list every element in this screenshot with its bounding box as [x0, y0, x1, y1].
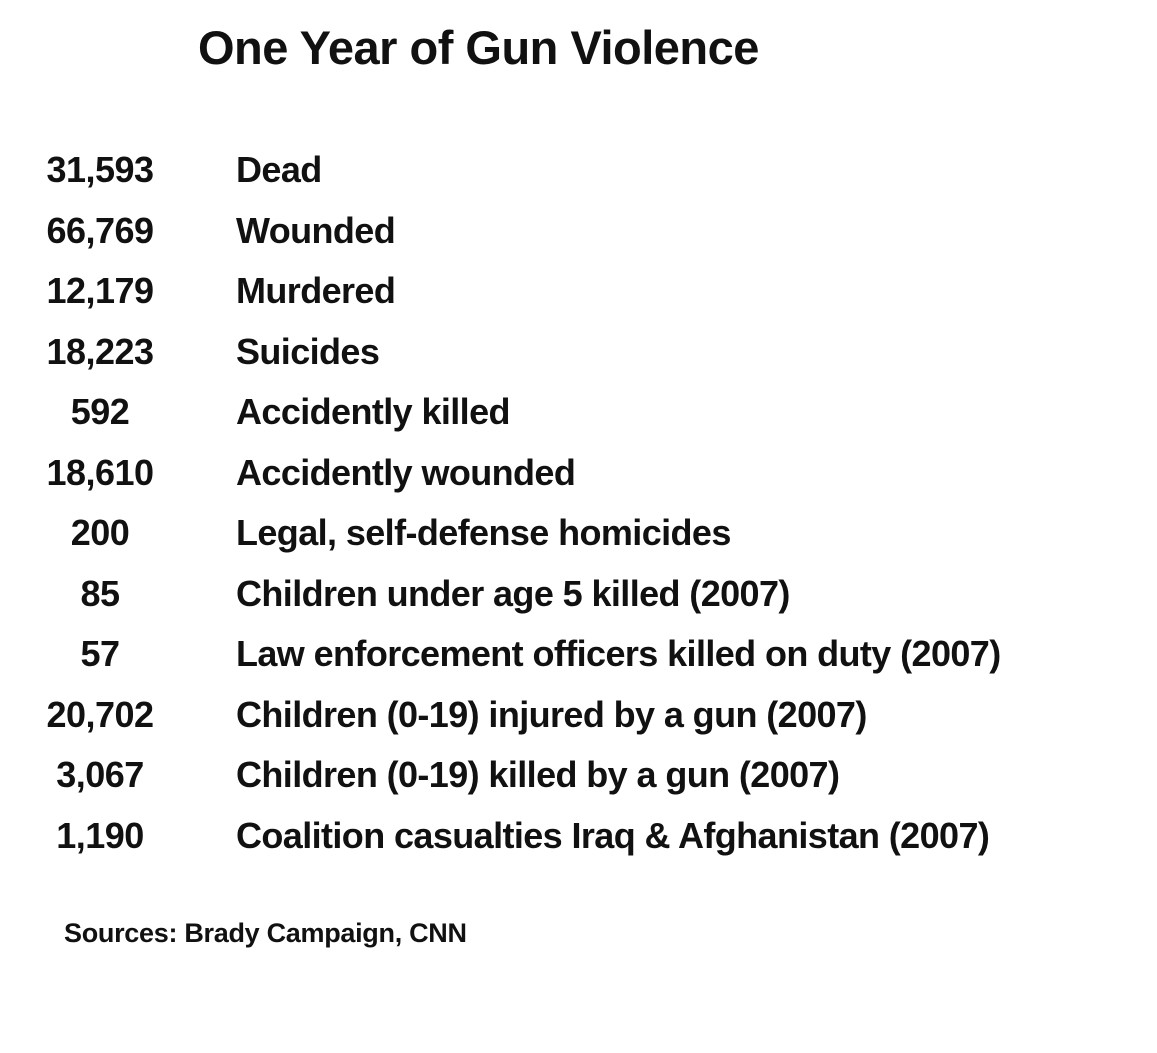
stat-label: Children (0-19) injured by a gun (2007) [236, 693, 867, 735]
stat-label: Murdered [236, 270, 396, 311]
stat-label: Accidently wounded [236, 451, 576, 493]
stat-label: Suicides [236, 330, 380, 372]
stat-value: 18,610 [46, 451, 154, 493]
stat-label: Accidently killed [236, 391, 511, 432]
stat-label: Coalition casualties Iraq & Afghanistan … [236, 814, 990, 856]
stat-value: 18,223 [46, 330, 154, 372]
stat-row: 20,702 Children (0-19) injured by a gun … [0, 685, 1157, 746]
stat-value: 3,067 [56, 754, 144, 795]
stat-value: 20,702 [46, 693, 154, 735]
stat-row: 12,179 Murdered [0, 261, 1157, 322]
stat-label: Wounded [236, 209, 396, 251]
stat-value: 200 [70, 512, 130, 553]
stat-row: 31,593 Dead [0, 140, 1157, 201]
stat-label: Children under age 5 killed (2007) [236, 572, 790, 614]
stat-row: 592 Accidently killed [0, 382, 1157, 443]
stat-label: Legal, self-defense homicides [236, 512, 731, 553]
stat-value: 66,769 [46, 209, 154, 251]
stat-label: Dead [236, 149, 322, 190]
sources-note: Sources: Brady Campaign, CNN [64, 918, 467, 948]
stat-row: 200 Legal, self-defense homicides [0, 503, 1157, 564]
stat-value: 1,190 [56, 814, 144, 856]
stat-value: 12,179 [46, 270, 154, 311]
stat-value: 31,593 [46, 149, 154, 190]
stat-label: Law enforcement officers killed on duty … [236, 633, 1001, 674]
stat-row: 66,769 Wounded [0, 201, 1157, 262]
page-title: One Year of Gun Violence [198, 21, 759, 74]
stat-row: 18,610 Accidently wounded [0, 443, 1157, 504]
stat-value: 85 [80, 572, 120, 614]
stat-row: 57 Law enforcement officers killed on du… [0, 624, 1157, 685]
stat-row: 85 Children under age 5 killed (2007) [0, 564, 1157, 625]
stats-list: 31,593 Dead 66,769 Wounded 12,179 Murder… [0, 140, 1157, 866]
stat-row: 18,223 Suicides [0, 322, 1157, 383]
stat-row: 3,067 Children (0-19) killed by a gun (2… [0, 745, 1157, 806]
stat-value: 57 [80, 633, 120, 674]
stat-row: 1,190 Coalition casualties Iraq & Afghan… [0, 806, 1157, 867]
stat-label: Children (0-19) killed by a gun (2007) [236, 754, 840, 795]
stat-value: 592 [70, 391, 130, 432]
